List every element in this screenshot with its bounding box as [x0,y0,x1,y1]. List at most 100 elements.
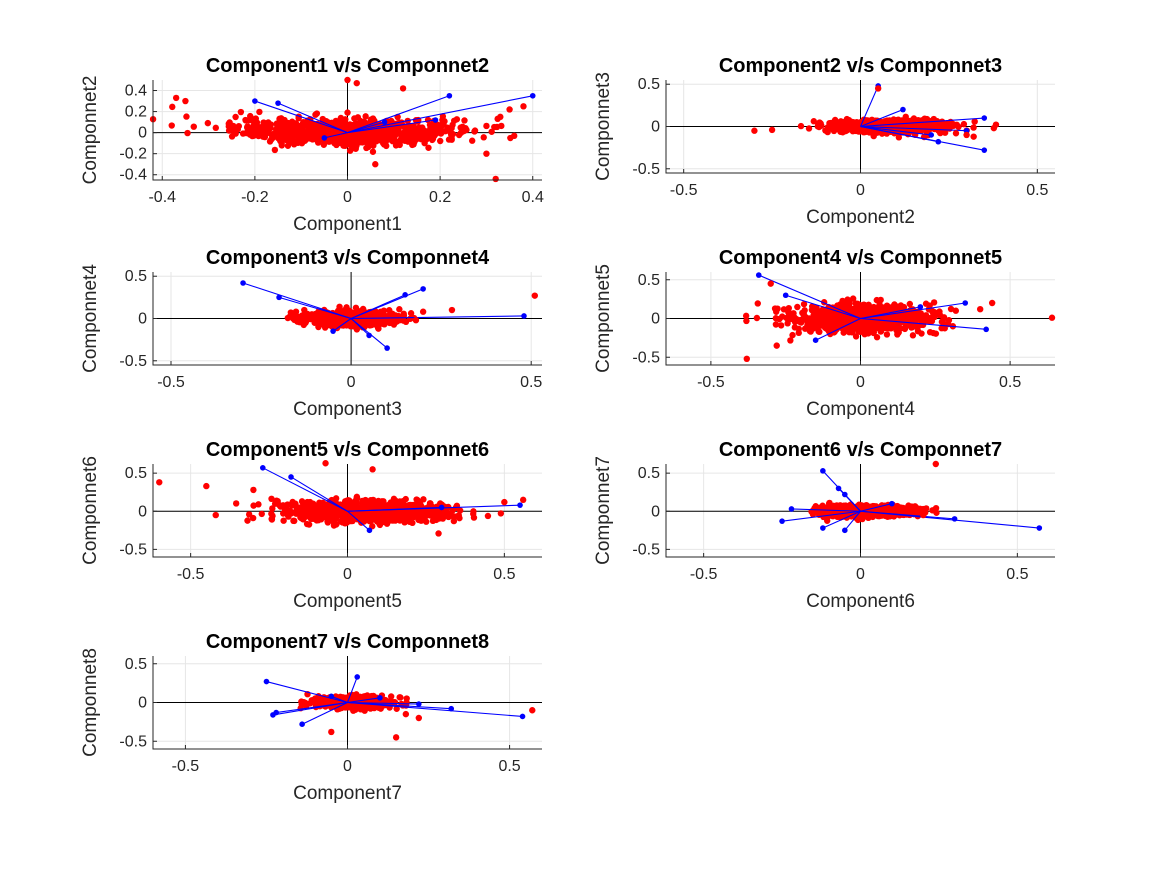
data-point [753,314,761,322]
x-tick-label: 0.5 [1026,182,1048,199]
subplot-1: -0.4 -0.2 0 0.2 0.4-0.4-0.200.20.4Component1… [80,55,544,235]
data-point [416,124,423,131]
x-tick-label: -0.5 [177,566,205,583]
data-point [288,502,296,509]
data-point [349,138,356,145]
outlier-point [976,306,984,313]
data-point [258,510,265,518]
data-point [368,508,375,515]
y-tick-label: 0.4 [125,83,147,100]
y-tick-label: 0.5 [638,76,660,93]
outlier-point [520,103,527,110]
y-tick-label: -0.5 [119,353,147,370]
loading-vector-tip [384,345,390,351]
loading-vector-tip [983,326,989,333]
data-point [491,123,498,131]
data-point [297,511,304,518]
outlier-point [250,486,257,494]
data-point [484,512,492,520]
data-point [399,497,407,505]
x-tick-label: 0 [856,182,865,199]
data-point [274,134,282,142]
data-point [280,120,287,127]
data-point [861,308,868,316]
subplot-title: Component4 v/s Componnet5 [719,247,1002,269]
data-point [297,130,304,137]
data-point [816,328,823,336]
loading-vector-tip [900,106,906,113]
data-point [895,329,902,336]
data-point [449,121,456,129]
loading-vector-tip [432,117,439,123]
loading-vector-tip [275,100,281,106]
data-point [929,307,936,315]
outlier-point [506,106,513,113]
data-point [355,511,363,518]
data-point [390,321,398,328]
x-tick-label: 0 [343,566,352,583]
loading-vector [277,102,348,134]
data-point [784,320,791,327]
loading-vector-tip [420,286,426,292]
data-point [369,148,377,155]
data-point [319,510,326,517]
data-point [308,311,316,318]
data-point [293,138,301,145]
outlier-point [501,498,508,506]
data-point [358,130,366,137]
data-point [330,128,337,135]
outlier-point [768,126,776,134]
data-point [286,127,293,134]
data-point [459,123,466,130]
data-point [386,134,394,141]
data-point [344,109,351,116]
outlier-point [399,85,407,92]
data-point [333,320,340,327]
data-point [908,124,915,131]
data-point [873,334,881,341]
y-axis-label: Componnet5 [593,264,614,373]
outlier-point [212,511,219,519]
data-point [470,510,477,518]
data-point [419,509,426,516]
data-point [301,137,309,144]
data-point [923,317,930,324]
outlier-point [519,496,527,504]
outlier-point [301,306,308,314]
data-point [382,516,390,524]
data-point [168,122,175,129]
data-point [402,128,409,135]
y-tick-label: -0.5 [632,349,660,366]
outlier-point [988,299,996,307]
data-point [319,123,326,131]
data-point [287,309,295,316]
data-point [960,120,968,128]
data-point [183,113,190,120]
outlier-point [773,342,780,349]
loading-vector-tip [917,304,924,310]
x-tick-label: -0.4 [148,189,176,206]
data-point [826,121,834,128]
data-point [441,118,448,125]
data-point [373,518,381,525]
outlier-point [182,97,189,105]
data-point [844,296,851,303]
data-point [434,512,441,519]
loading-vector-tip [782,292,789,299]
outlier-point [963,131,970,139]
data-point [874,324,882,331]
x-tick-label: 0 [343,189,352,206]
loading-vector [347,95,533,134]
data-point [889,319,897,326]
data-point [852,300,859,307]
outlier-point [531,292,538,299]
data-point [393,138,400,145]
outlier-point [497,113,504,121]
data-point [928,317,936,325]
x-tick-label: -0.5 [157,374,185,391]
data-point [315,323,322,331]
outlier-point [412,316,420,324]
data-point [395,509,403,516]
data-point [952,307,960,314]
